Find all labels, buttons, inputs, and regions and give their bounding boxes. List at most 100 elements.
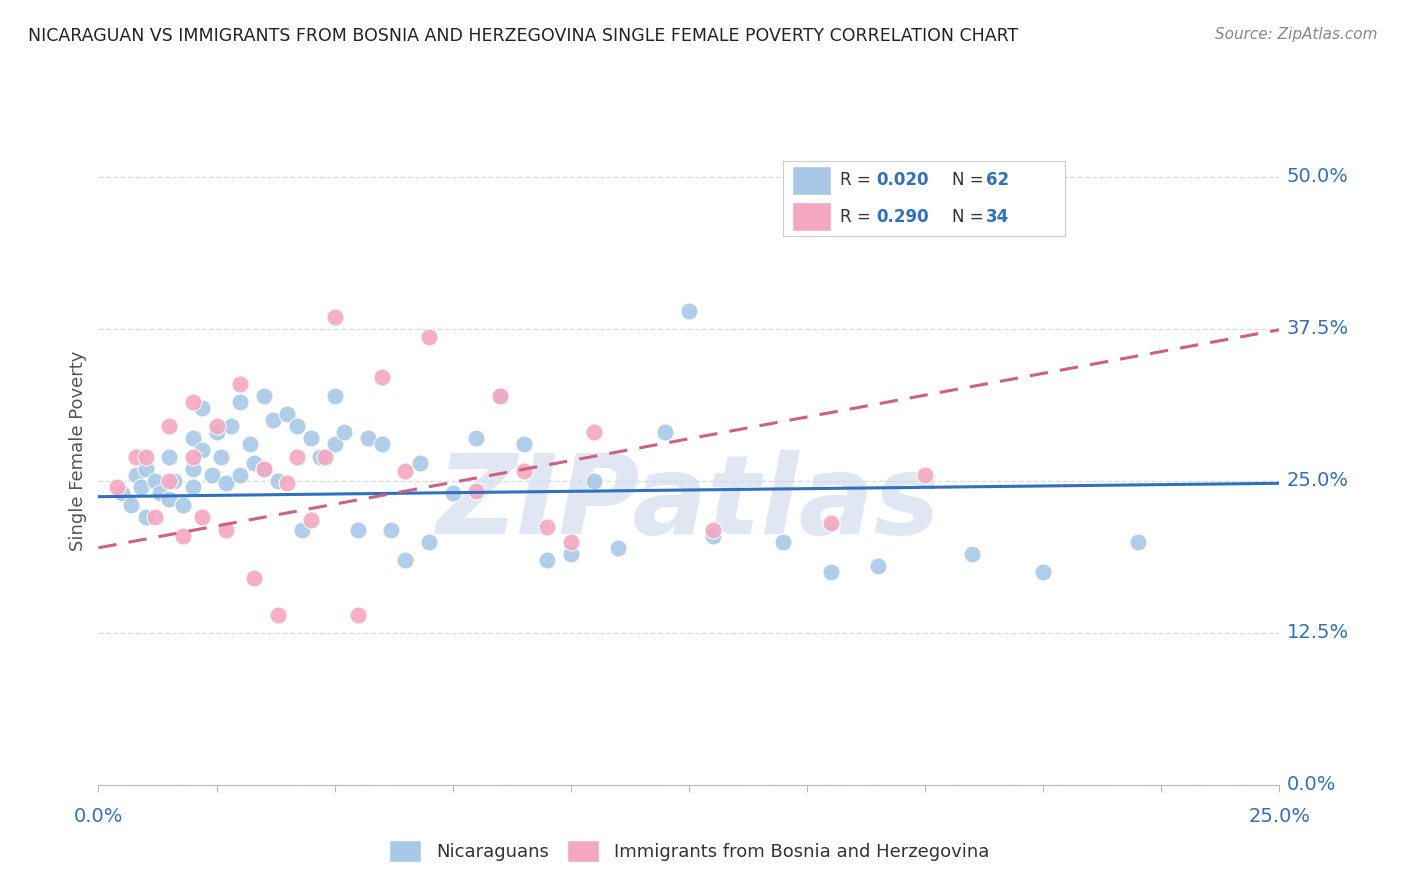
Point [285, 419, 308, 434]
Point [253, 461, 276, 475]
Point [962, 547, 984, 561]
Point [125, 450, 148, 464]
Point [243, 456, 266, 470]
Point [181, 431, 204, 445]
Point [191, 401, 214, 415]
Point [536, 553, 558, 567]
Point [205, 425, 228, 440]
Point [157, 474, 180, 488]
Point [201, 467, 224, 482]
Text: 0.0%: 0.0% [73, 807, 124, 826]
Text: 0.290: 0.290 [876, 208, 929, 226]
Point [229, 376, 252, 391]
Text: 37.5%: 37.5% [1286, 319, 1348, 338]
Point [125, 467, 148, 482]
Point [489, 389, 512, 403]
Point [285, 450, 308, 464]
Point [309, 450, 332, 464]
Point [418, 534, 440, 549]
Text: 25.0%: 25.0% [1249, 807, 1310, 826]
FancyBboxPatch shape [792, 166, 831, 194]
Point [299, 513, 322, 527]
Text: 12.5%: 12.5% [1286, 624, 1348, 642]
Point [299, 431, 322, 445]
Point [157, 450, 180, 464]
Text: N =: N = [952, 171, 988, 189]
Point [181, 461, 204, 475]
Point [181, 480, 204, 494]
Point [347, 607, 370, 622]
Point [253, 461, 276, 475]
Point [512, 437, 534, 451]
Point [465, 431, 488, 445]
Point [512, 464, 534, 478]
Point [276, 407, 298, 421]
Text: N =: N = [952, 208, 988, 226]
Point [371, 370, 394, 384]
Point [121, 498, 143, 512]
Point [105, 480, 128, 494]
Text: 0.0%: 0.0% [1286, 775, 1336, 795]
Point [394, 553, 416, 567]
Point [135, 510, 157, 524]
Point [239, 437, 262, 451]
Point [229, 394, 252, 409]
Text: 50.0%: 50.0% [1286, 168, 1348, 186]
Point [191, 510, 214, 524]
Point [418, 330, 440, 344]
Y-axis label: Single Female Poverty: Single Female Poverty [69, 351, 87, 550]
Text: NICARAGUAN VS IMMIGRANTS FROM BOSNIA AND HERZEGOVINA SINGLE FEMALE POVERTY CORRE: NICARAGUAN VS IMMIGRANTS FROM BOSNIA AND… [28, 27, 1018, 45]
Point [209, 450, 232, 464]
Text: Source: ZipAtlas.com: Source: ZipAtlas.com [1215, 27, 1378, 42]
Point [163, 474, 186, 488]
Point [583, 425, 606, 440]
Point [333, 425, 356, 440]
Text: R =: R = [839, 171, 876, 189]
Point [323, 310, 346, 324]
Point [135, 450, 157, 464]
Point [323, 389, 346, 403]
Point [820, 565, 842, 579]
Point [772, 534, 794, 549]
Point [143, 474, 166, 488]
Point [560, 534, 582, 549]
Point [607, 541, 630, 555]
Point [654, 425, 676, 440]
Point [172, 498, 194, 512]
Point [243, 571, 266, 585]
Point [678, 303, 700, 318]
Point [489, 389, 512, 403]
Point [1126, 534, 1149, 549]
Legend: Nicaraguans, Immigrants from Bosnia and Herzegovina: Nicaraguans, Immigrants from Bosnia and … [381, 833, 997, 870]
Text: 0.020: 0.020 [876, 171, 929, 189]
Point [181, 450, 204, 464]
Point [560, 547, 582, 561]
Point [172, 528, 194, 542]
Point [267, 607, 290, 622]
Point [111, 486, 134, 500]
Point [536, 520, 558, 534]
Point [1032, 565, 1054, 579]
Point [149, 486, 172, 500]
Point [205, 419, 228, 434]
FancyBboxPatch shape [792, 202, 831, 231]
Point [866, 559, 889, 574]
Point [129, 480, 152, 494]
Point [408, 456, 430, 470]
Point [323, 437, 346, 451]
Point [219, 419, 242, 434]
Point [157, 492, 180, 507]
Point [215, 523, 238, 537]
Point [191, 443, 214, 458]
Point [135, 461, 157, 475]
Text: 25.0%: 25.0% [1286, 471, 1348, 491]
Point [441, 486, 464, 500]
Point [215, 476, 238, 491]
Text: 62: 62 [986, 171, 1010, 189]
Point [702, 528, 724, 542]
Point [914, 467, 936, 482]
Text: 34: 34 [986, 208, 1010, 226]
Text: ZIPatlas: ZIPatlas [437, 450, 941, 558]
Point [276, 476, 298, 491]
Point [143, 510, 166, 524]
